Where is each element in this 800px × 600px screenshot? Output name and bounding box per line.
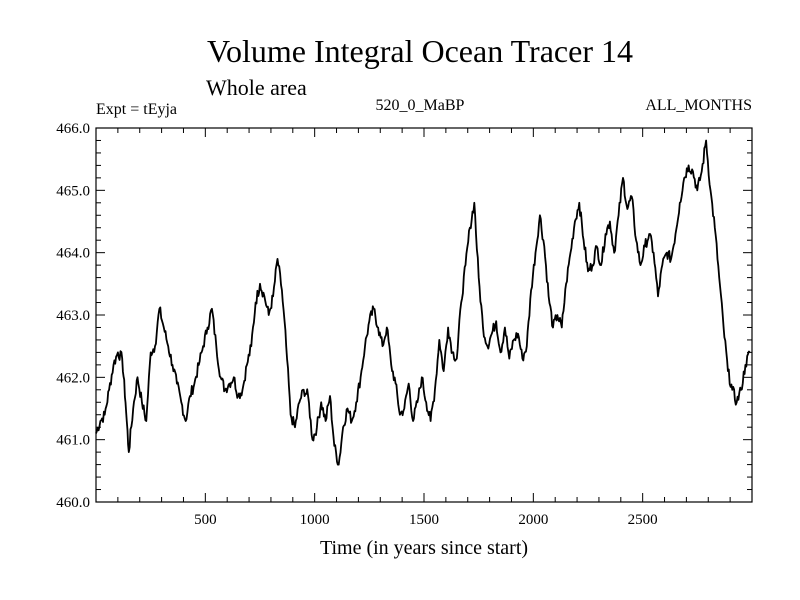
x-axis-label: Time (in years since start) (320, 537, 528, 559)
y-tick-label: 465.0 (56, 183, 90, 199)
y-axis: 460.0 461.0 462.0 463.0 464.0 465.0 466.0 (56, 121, 752, 511)
plot-frame (95, 127, 753, 503)
y-tick-label: 466.0 (56, 121, 90, 137)
y-tick-label: 463.0 (56, 308, 90, 324)
header-right: ALL_MONTHS (645, 97, 752, 114)
x-axis: 500 1000 1500 2000 2500 (117, 128, 731, 528)
y-tick-label: 464.0 (56, 246, 90, 262)
y-tick-label: 460.0 (56, 495, 90, 511)
y-tick-label: 462.0 (56, 370, 90, 386)
chart-subtitle: Whole area (206, 75, 307, 100)
y-tick-label: 461.0 (56, 433, 90, 449)
x-tick-label: 2000 (518, 512, 548, 528)
x-tick-label: 500 (194, 512, 217, 528)
header-left: Expt = tEyja (96, 101, 177, 118)
x-tick-label: 1500 (409, 512, 439, 528)
header-center: 520_0_MaBP (376, 97, 465, 114)
series-line-tracer14 (95, 139, 751, 466)
x-tick-label: 2500 (628, 512, 658, 528)
chart-title: Volume Integral Ocean Tracer 14 (207, 33, 633, 69)
x-tick-label: 1000 (300, 512, 330, 528)
